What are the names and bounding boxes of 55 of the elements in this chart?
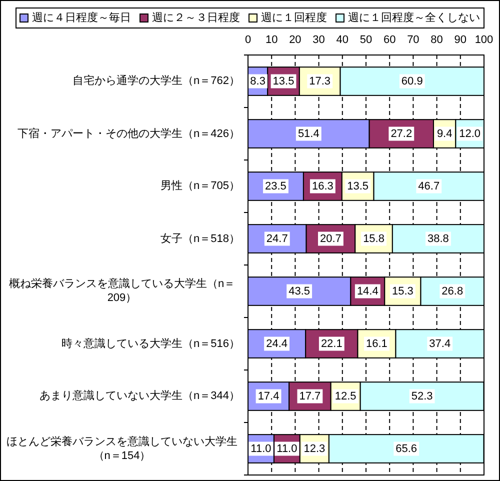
legend-label: 週に１回程度 [261, 11, 327, 24]
data-label: 14.4 [356, 285, 378, 298]
y-tick-label: 女子（n＝518） [160, 232, 240, 246]
legend-label: 週に２～３日程度 [152, 11, 240, 24]
legend-label: 週に１回程度～全くしない [348, 11, 480, 24]
y-tick-label: ほとんど栄養バランスを意識していない大学生（n＝154） [6, 434, 238, 463]
data-label: 12.0 [459, 128, 481, 140]
x-tick-label: 30 [312, 34, 325, 46]
data-label: 24.7 [266, 232, 288, 245]
x-tick-label: 60 [383, 34, 396, 46]
data-label: 38.8 [428, 232, 449, 245]
data-label: 13.5 [347, 180, 369, 192]
data-label: 9.4 [436, 128, 452, 140]
data-label: 23.5 [265, 180, 286, 192]
data-label: 52.3 [411, 390, 433, 402]
y-tick-label: 男性（n＝705） [160, 179, 240, 194]
data-label: 46.7 [418, 180, 440, 192]
data-label: 37.4 [429, 338, 451, 350]
data-label: 16.1 [366, 338, 388, 350]
y-tick-label: あまり意識していない大学生（n＝344） [40, 389, 240, 404]
data-label: 11.0 [250, 442, 272, 455]
data-label: 24.4 [266, 338, 288, 350]
data-label: 20.7 [320, 232, 342, 245]
x-tick-label: 90 [454, 34, 467, 46]
y-tick-label: 概ね栄養バランスを意識している大学生（n＝209） [8, 277, 236, 306]
x-tick-label: 20 [289, 34, 302, 46]
data-label: 17.4 [258, 390, 280, 402]
data-label: 15.3 [392, 285, 414, 298]
legend-label: 週に４日程度～毎日 [32, 11, 131, 24]
data-label: 51.4 [298, 128, 320, 140]
data-label: 17.3 [309, 75, 331, 88]
data-label: 13.5 [272, 75, 294, 88]
y-tick-label: 下宿・アパート・その他の大学生（n＝426） [18, 126, 240, 141]
x-tick-label: 100 [474, 34, 494, 46]
data-label: 43.5 [288, 285, 310, 298]
data-label: 11.0 [276, 442, 298, 455]
data-label: 60.9 [401, 75, 423, 88]
x-tick-label: 40 [336, 34, 349, 46]
x-tick-label: 80 [430, 34, 443, 46]
x-tick-label: 10 [265, 34, 278, 46]
data-label: 22.1 [320, 338, 342, 350]
data-label: 65.6 [396, 442, 418, 455]
y-tick-label: 時々意識している大学生（n＝516） [62, 336, 240, 351]
x-tick-label: 0 [244, 34, 252, 46]
data-label: 15.8 [363, 232, 384, 245]
data-label: 8.3 [250, 75, 266, 88]
data-label: 27.2 [390, 128, 412, 140]
x-tick-label: 70 [407, 34, 420, 46]
data-label: 26.8 [442, 285, 464, 298]
y-tick-label: 自宅から通学の大学生（n＝762） [72, 74, 240, 88]
x-tick-label: 50 [360, 34, 372, 46]
data-label: 17.7 [299, 390, 321, 402]
data-label: 12.3 [304, 442, 326, 455]
data-label: 12.5 [334, 390, 356, 402]
data-label: 16.3 [312, 180, 334, 192]
